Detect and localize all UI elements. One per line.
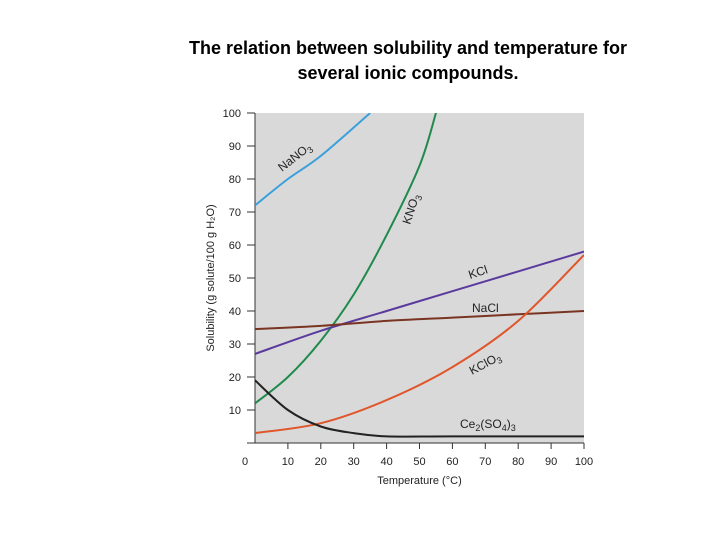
x-tick-label: 10 [282, 456, 294, 468]
series-line-kno3 [255, 113, 437, 405]
y-tick-label: 50 [229, 273, 241, 285]
y-tick-label: 80 [229, 174, 241, 186]
x-tick-label: 60 [446, 456, 458, 468]
series-label-kcl: KCl [467, 263, 490, 282]
y-tick-label: 60 [229, 240, 241, 252]
y-tick-label: 100 [223, 108, 241, 120]
y-tick-label: 90 [229, 141, 241, 153]
x-tick-label: 50 [413, 456, 425, 468]
x-tick-label: 80 [512, 456, 524, 468]
plot-background [255, 113, 584, 443]
axes-layer: 10 20 30 40 50 60 70 80 90 100 0 10 20 30 40 50 60 70 80 90… [223, 108, 594, 468]
slide-title: The relation between solubility and temp… [0, 36, 720, 86]
x-tick-label: 0 [242, 456, 248, 468]
y-tick-label: 40 [229, 306, 241, 318]
y-tick-label: 20 [229, 372, 241, 384]
title-line-2: several ionic compounds. [297, 63, 519, 83]
series-label-nacl: NaCl [472, 301, 499, 315]
series-line-nano3 [255, 113, 371, 207]
series-line-kcl [255, 250, 584, 355]
y-tick-label: 10 [229, 405, 241, 417]
x-tick-label: 40 [380, 456, 392, 468]
series-layer [255, 113, 584, 438]
x-tick-label: 70 [479, 456, 491, 468]
title-line-1: The relation between solubility and temp… [188, 38, 628, 58]
y-tick-label: 30 [229, 339, 241, 351]
x-tick-label: 20 [315, 456, 327, 468]
x-axis-label: Temperature (°C) [377, 475, 461, 487]
x-tick-label: 90 [545, 456, 557, 468]
series-label-ce2-so4-3: Ce2(SO4)3 [460, 417, 516, 433]
x-tick-label: 30 [348, 456, 360, 468]
y-axis-label: Solubility (g solute/100 g H₂O) [205, 204, 217, 351]
y-tick-label: 70 [229, 207, 241, 219]
x-tick-label: 100 [575, 456, 593, 468]
series-line-ce2-so4-3 [255, 379, 584, 438]
